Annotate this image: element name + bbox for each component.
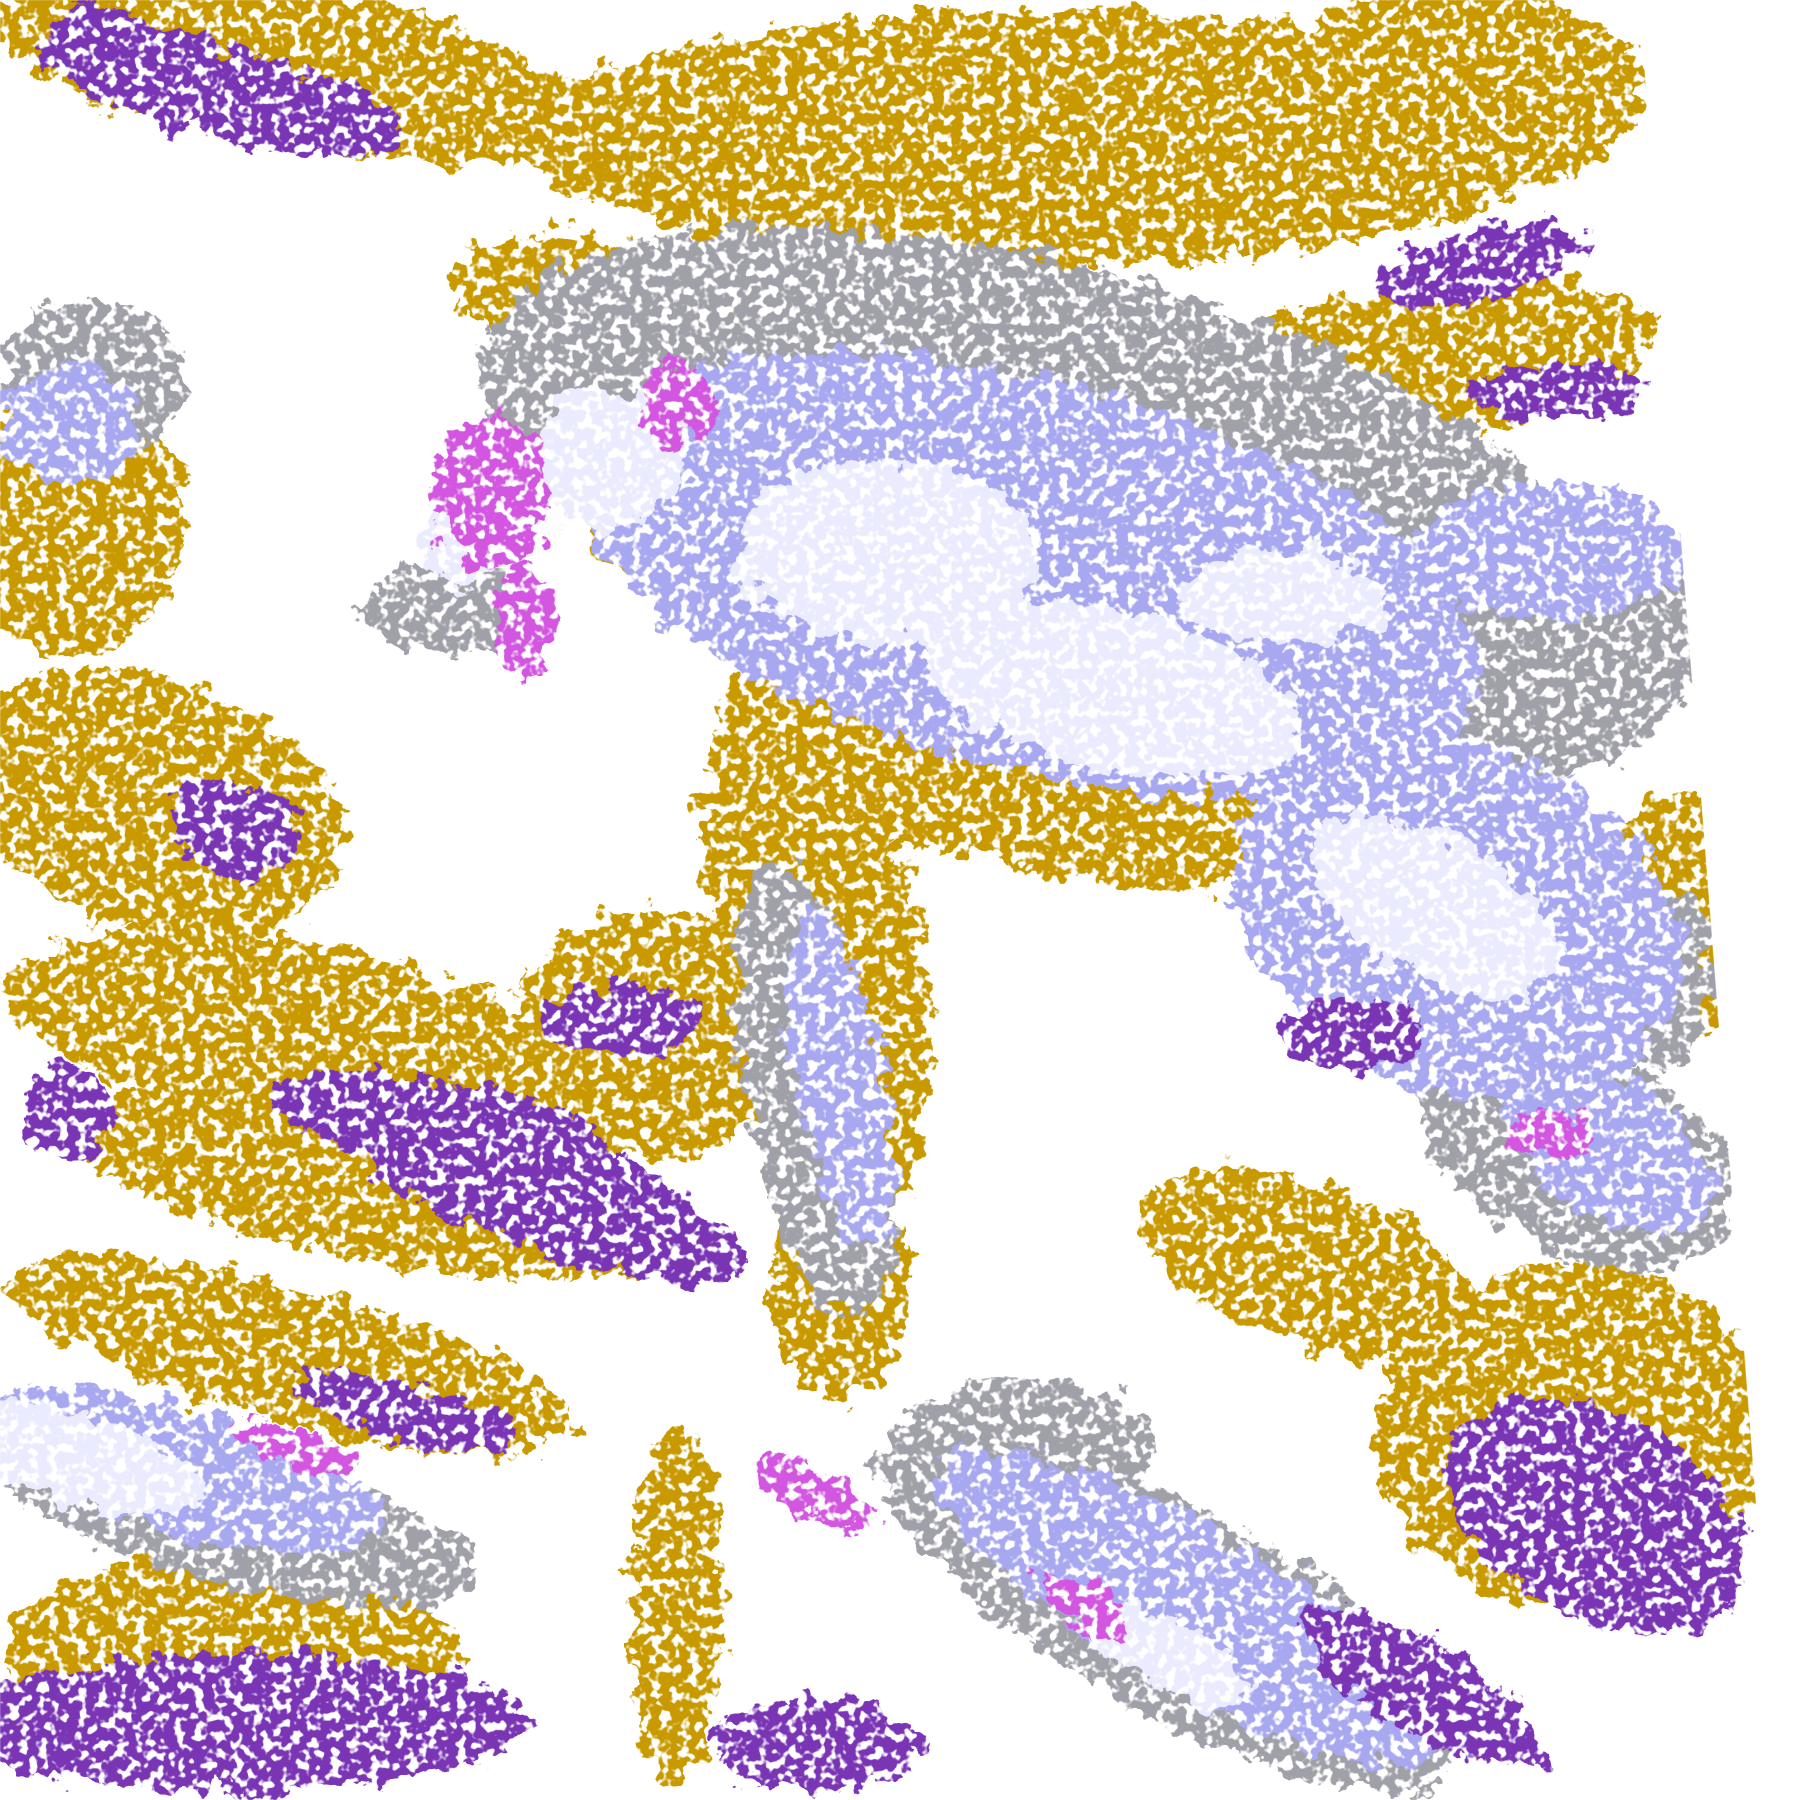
clear-sky-speckle [0, 0, 1780, 1800]
satellite-cloud-map [0, 0, 1780, 1800]
